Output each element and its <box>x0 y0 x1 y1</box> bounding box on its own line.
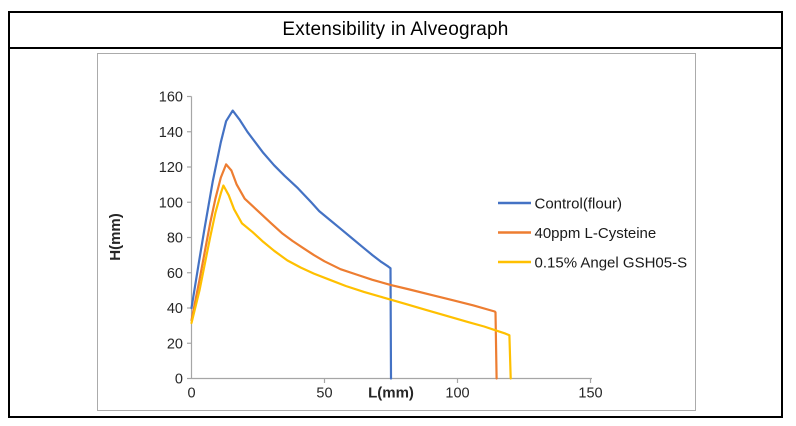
y-tick-label: 100 <box>159 195 183 211</box>
y-tick-label: 160 <box>159 90 183 106</box>
series-line-40ppm-l-cysteine <box>190 163 498 380</box>
alveograph-line-chart: 0 20 40 60 80 100 120 140 160 0 50 100 150 L(mm) H(mm)… <box>107 90 688 402</box>
x-tick-label: 50 <box>316 386 332 402</box>
legend-label: Control(flour) <box>535 196 623 213</box>
legend-label: 0.15% Angel GSH05-S <box>535 255 688 272</box>
series-line-control-flour- <box>190 109 393 380</box>
y-tick-label: 80 <box>167 231 183 247</box>
y-tick-label: 20 <box>167 336 183 352</box>
y-tick-label: 0 <box>175 372 183 388</box>
series-line-0-15-angel-gsh05-s <box>190 184 512 380</box>
legend-label: 40ppm L-Cysteine <box>535 225 657 242</box>
y-axis-title: H(mm) <box>107 213 124 261</box>
plot-area-container: 0 20 40 60 80 100 120 140 160 0 50 100 150 L(mm) H(mm)… <box>97 53 696 411</box>
chart-title: Extensibility in Alveograph <box>282 19 509 40</box>
x-tick-label: 100 <box>445 386 469 402</box>
y-tick-label: 40 <box>167 301 183 317</box>
x-tick-label: 0 <box>187 386 195 402</box>
y-tick-label: 120 <box>159 160 183 176</box>
x-tick-label: 150 <box>578 386 602 402</box>
y-tick-label: 60 <box>167 266 183 282</box>
y-tick-label: 140 <box>159 125 183 141</box>
x-axis-title: L(mm) <box>368 385 414 402</box>
chart-frame: Extensibility in Alveograph 0 20 40 60 80 100… <box>8 11 783 418</box>
chart-title-bar: Extensibility in Alveograph <box>10 13 781 49</box>
